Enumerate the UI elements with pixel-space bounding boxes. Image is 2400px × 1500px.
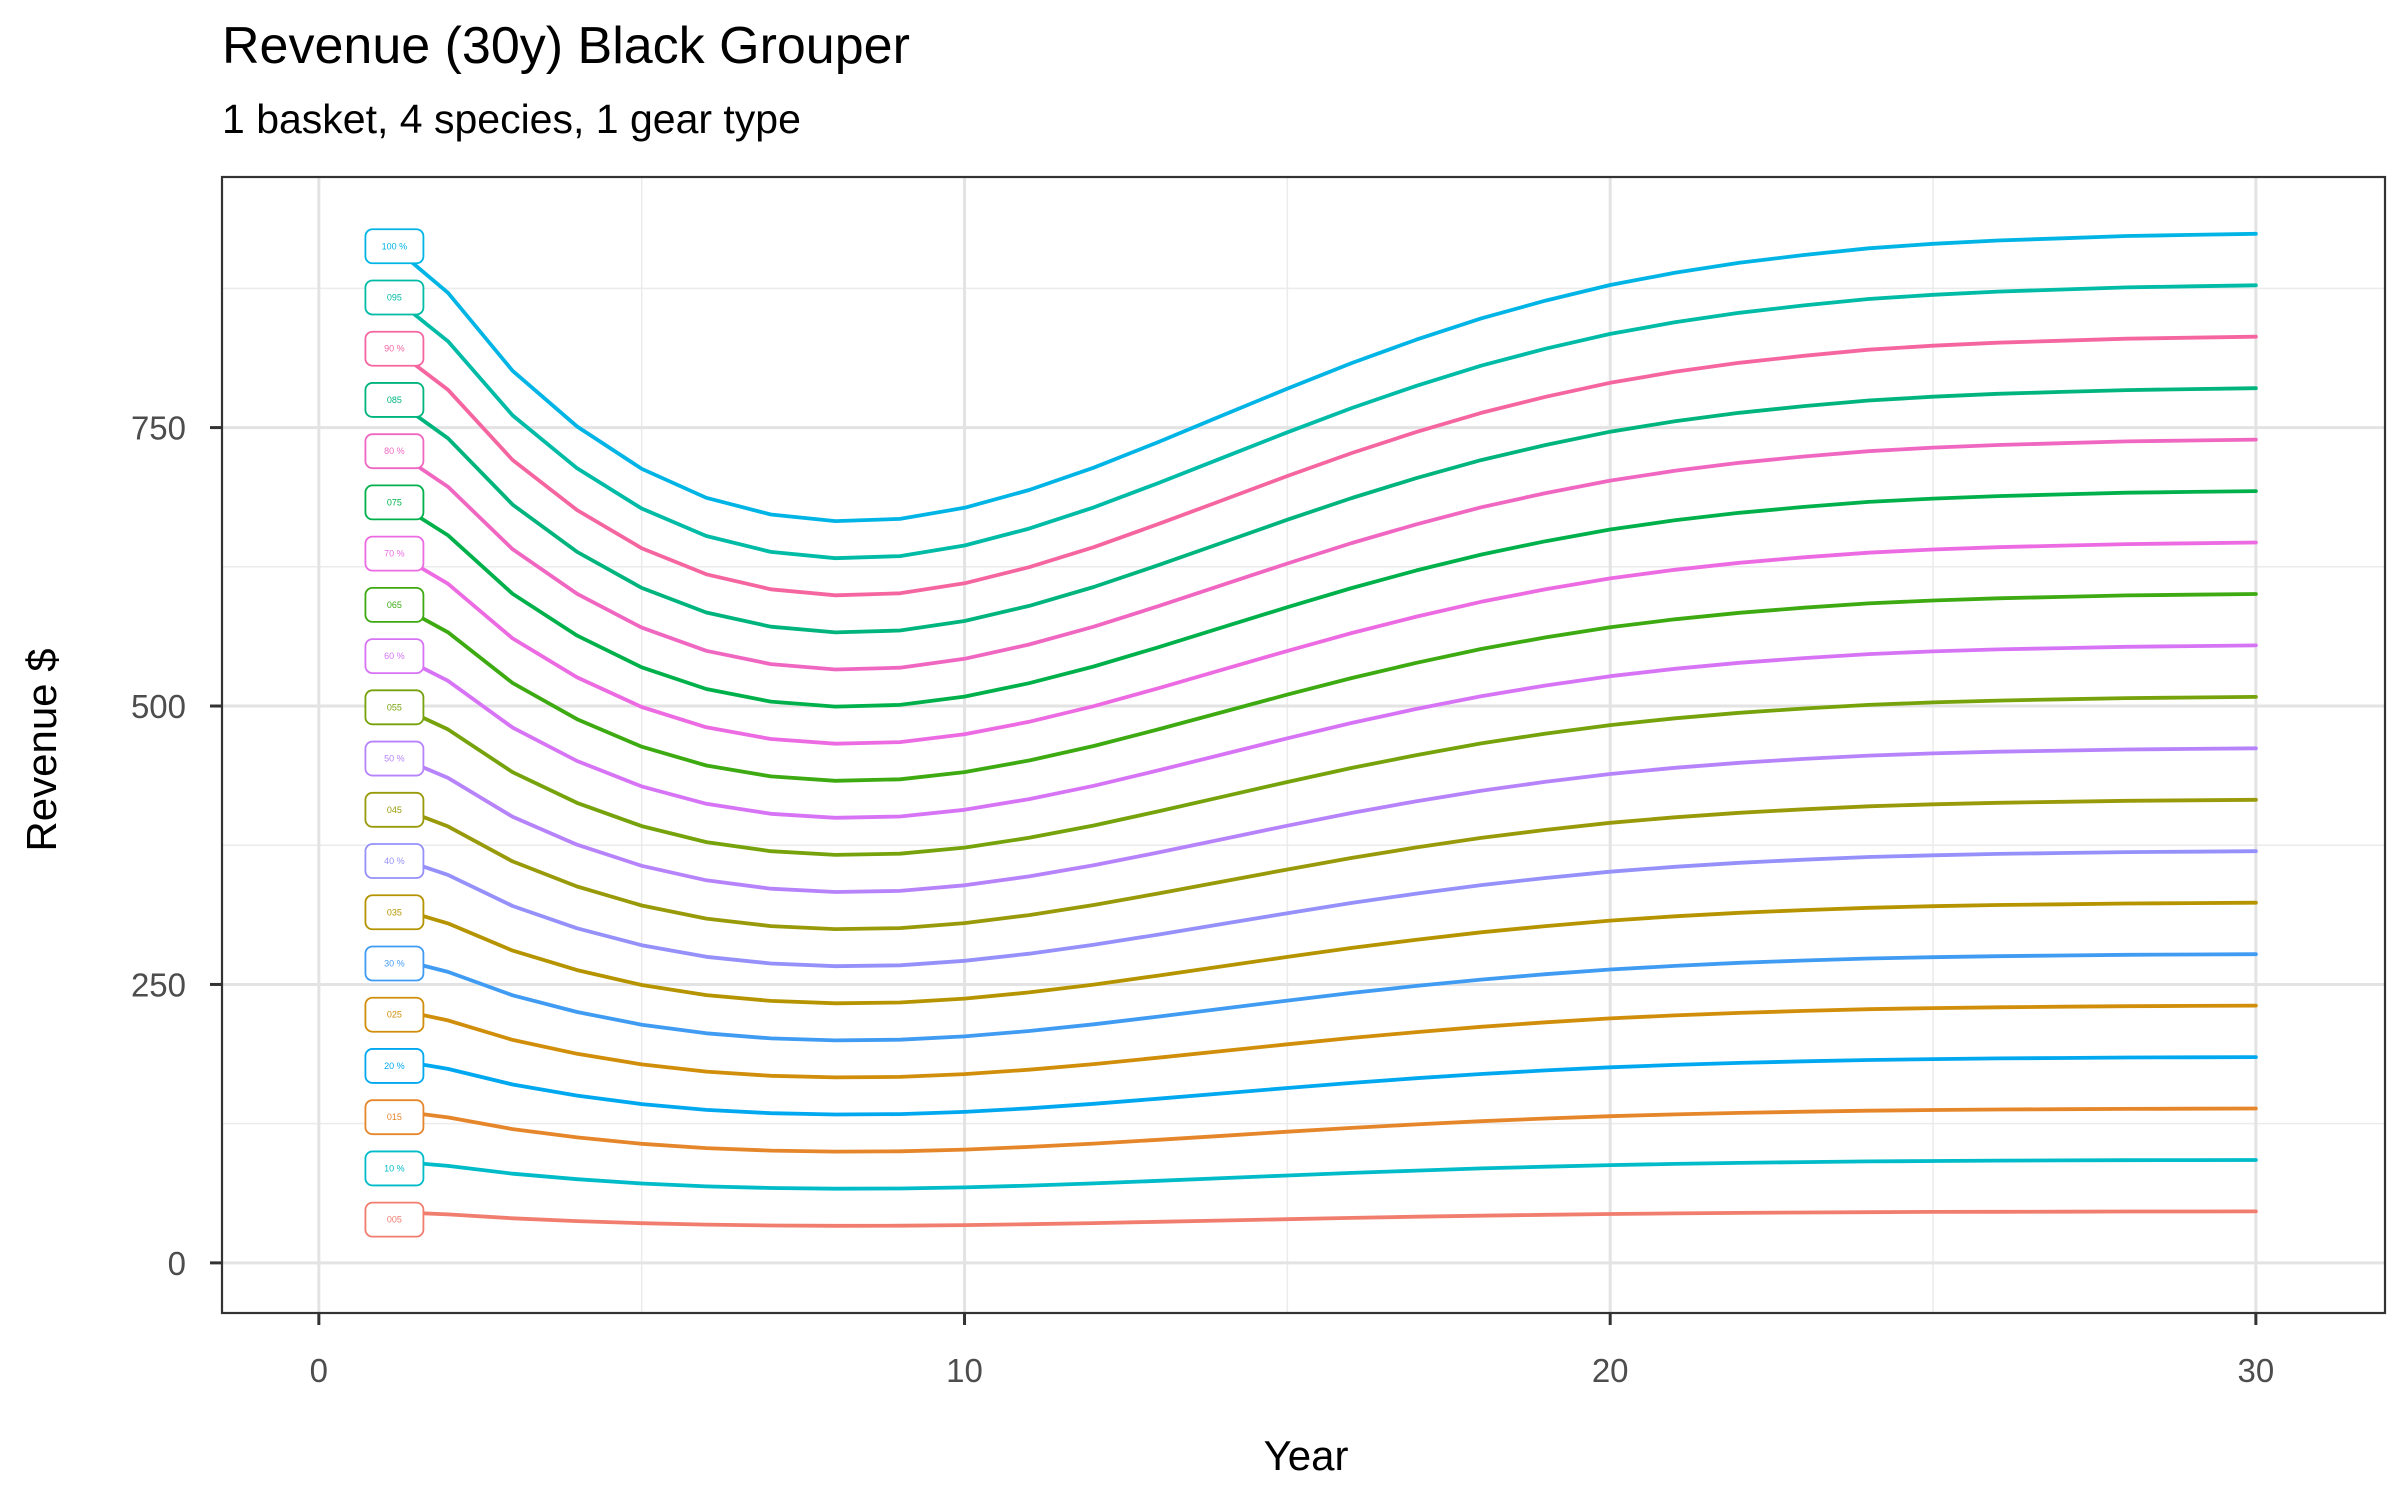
series-label-text: 70 %	[384, 549, 405, 559]
series-label: 20 %	[364, 1048, 425, 1084]
series-line	[381, 1106, 2258, 1154]
series-label-box	[364, 740, 425, 777]
chart-subtitle: 1 basket, 4 species, 1 gear type	[222, 96, 801, 142]
series-label: 60 %	[364, 638, 425, 675]
series-line	[381, 283, 2258, 561]
series-line	[381, 386, 2258, 635]
series-line	[381, 900, 2258, 1006]
y-tick-label: 250	[131, 966, 186, 1003]
series-label: 035	[364, 894, 425, 931]
series-line	[381, 952, 2258, 1043]
series-label-box	[364, 1048, 425, 1084]
series-label: 085	[364, 382, 425, 418]
series-label-text: 065	[387, 600, 402, 610]
series-label-box	[364, 1150, 425, 1187]
plot-frame	[220, 175, 2387, 1315]
series-label-text: 60 %	[384, 651, 405, 661]
series-line	[381, 334, 2258, 598]
series-line	[381, 1158, 2258, 1191]
series-label: 10 %	[364, 1150, 425, 1187]
series-label-box	[364, 1099, 425, 1136]
x-tick-label: 20	[1592, 1352, 1629, 1389]
series-label: 045	[364, 791, 425, 828]
series-label-text: 10 %	[384, 1163, 405, 1173]
series-label: 095	[364, 279, 425, 316]
series-label: 80 %	[364, 433, 425, 470]
series-labels: 100 % 095 90 % 085 80 % 075 70 % 065 60 % 055 50 %…	[364, 228, 425, 1238]
series-label-text: 005	[387, 1215, 402, 1225]
series-label: 70 %	[364, 535, 425, 572]
series-label-text: 085	[387, 395, 402, 405]
series-label-box	[364, 228, 425, 265]
series-label: 025	[364, 996, 425, 1033]
series-lines	[381, 231, 2258, 1228]
series-label: 075	[364, 484, 425, 521]
series-label-box	[364, 382, 425, 418]
y-axis-title: Revenue $	[18, 648, 65, 851]
plot-border	[220, 175, 2387, 1315]
series-line	[381, 695, 2258, 857]
series-label-text: 50 %	[384, 754, 405, 764]
series-label-text: 20 %	[384, 1061, 405, 1071]
series-line	[381, 231, 2258, 523]
series-label-text: 035	[387, 907, 402, 917]
series-line	[381, 797, 2258, 931]
series-label-box	[364, 638, 425, 675]
series-label: 100 %	[364, 228, 425, 265]
series-label-box	[364, 433, 425, 470]
series-label: 055	[364, 689, 425, 726]
series-label: 015	[364, 1099, 425, 1136]
series-label: 005	[364, 1201, 425, 1238]
series-line	[381, 849, 2258, 969]
x-axis-title: Year	[1264, 1432, 1349, 1479]
series-label-text: 80 %	[384, 446, 405, 456]
y-tick-label: 0	[168, 1245, 186, 1282]
y-tick-label: 750	[131, 410, 186, 447]
series-line	[381, 1003, 2258, 1080]
series-label-text: 015	[387, 1112, 402, 1122]
x-tick-label: 10	[946, 1352, 983, 1389]
series-label-box	[364, 843, 425, 879]
series-label-box	[364, 689, 425, 726]
chart-title: Revenue (30y) Black Grouper	[222, 17, 910, 75]
series-line	[381, 1055, 2258, 1117]
series-label: 30 %	[364, 945, 425, 982]
series-label: 50 %	[364, 740, 425, 777]
series-line	[381, 643, 2258, 820]
series-label-text: 90 %	[384, 344, 405, 354]
series-line	[381, 489, 2258, 709]
series-line	[381, 437, 2258, 672]
series-label-text: 055	[387, 702, 402, 712]
x-tick-label: 30	[2238, 1352, 2275, 1389]
x-tick-label: 0	[310, 1352, 328, 1389]
series-line	[381, 540, 2258, 746]
series-label-box	[364, 279, 425, 316]
series-label-box	[364, 330, 425, 367]
series-label: 90 %	[364, 330, 425, 367]
series-line	[381, 592, 2258, 783]
series-label-box	[364, 586, 425, 623]
series-label-text: 095	[387, 292, 402, 302]
series-label-text: 40 %	[384, 856, 405, 866]
series-label: 40 %	[364, 843, 425, 879]
y-tick-label: 500	[131, 688, 186, 725]
series-label-box	[364, 945, 425, 982]
series-line	[381, 1209, 2258, 1228]
series-label-box	[364, 791, 425, 828]
series-label: 065	[364, 586, 425, 623]
series-label-box	[364, 484, 425, 521]
series-label-text: 30 %	[384, 958, 405, 968]
series-label-text: 100 %	[382, 241, 408, 251]
series-line	[381, 746, 2258, 894]
series-label-box	[364, 535, 425, 572]
series-label-text: 025	[387, 1010, 402, 1020]
series-label-box	[364, 1201, 425, 1238]
series-label-text: 045	[387, 805, 402, 815]
series-label-text: 075	[387, 497, 402, 507]
series-label-box	[364, 996, 425, 1033]
series-label-box	[364, 894, 425, 931]
